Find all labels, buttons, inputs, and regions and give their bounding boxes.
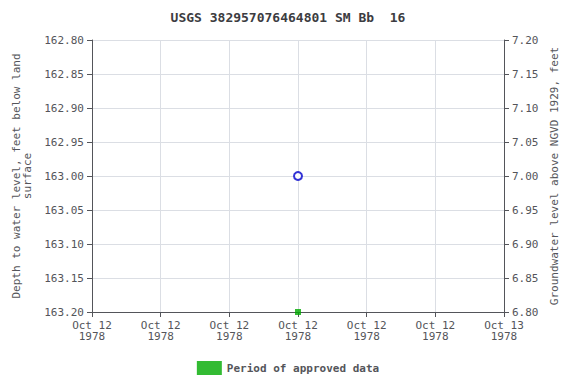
svg-text:USGS 382957076464801 SM Bb 16: USGS 382957076464801 SM Bb 16 [171, 10, 406, 25]
svg-text:Period of approved data: Period of approved data [227, 362, 379, 375]
svg-text:162.95: 162.95 [44, 136, 84, 149]
svg-text:1978: 1978 [79, 330, 106, 343]
svg-text:1978: 1978 [285, 330, 312, 343]
svg-text:163.20: 163.20 [44, 306, 84, 319]
svg-text:163.05: 163.05 [44, 204, 84, 217]
svg-text:7.05: 7.05 [512, 136, 539, 149]
svg-text:162.80: 162.80 [44, 34, 84, 47]
svg-text:162.85: 162.85 [44, 68, 84, 81]
svg-text:Oct 13: Oct 13 [484, 319, 524, 332]
svg-text:7.00: 7.00 [512, 170, 539, 183]
svg-text:7.20: 7.20 [512, 34, 539, 47]
svg-text:6.85: 6.85 [512, 272, 539, 285]
svg-text:Depth to water level, feet bel: Depth to water level, feet below land [10, 53, 24, 299]
svg-text:Oct 12: Oct 12 [415, 319, 456, 332]
svg-text:1978: 1978 [491, 330, 518, 343]
svg-text:6.90: 6.90 [512, 238, 539, 251]
svg-text:1978: 1978 [353, 330, 380, 343]
svg-text:6.95: 6.95 [512, 204, 539, 217]
svg-text:163.10: 163.10 [44, 238, 84, 251]
svg-text:Oct 12: Oct 12 [209, 319, 250, 332]
svg-text:Oct 12: Oct 12 [140, 319, 181, 332]
svg-text:Oct 12: Oct 12 [346, 319, 387, 332]
svg-text:surface: surface [21, 153, 34, 199]
svg-text:163.00: 163.00 [44, 170, 84, 183]
svg-text:Oct 12: Oct 12 [72, 319, 112, 332]
svg-text:1978: 1978 [422, 330, 449, 343]
svg-text:162.90: 162.90 [44, 102, 84, 115]
svg-text:6.80: 6.80 [512, 306, 539, 319]
svg-text:163.15: 163.15 [44, 272, 84, 285]
svg-text:Oct 12: Oct 12 [278, 319, 318, 332]
svg-text:Groundwater level above NGVD 1: Groundwater level above NGVD 1929, feet [548, 47, 561, 305]
svg-text:7.10: 7.10 [512, 102, 539, 115]
svg-text:1978: 1978 [147, 330, 174, 343]
svg-text:1978: 1978 [216, 330, 243, 343]
svg-text:7.15: 7.15 [512, 68, 539, 81]
